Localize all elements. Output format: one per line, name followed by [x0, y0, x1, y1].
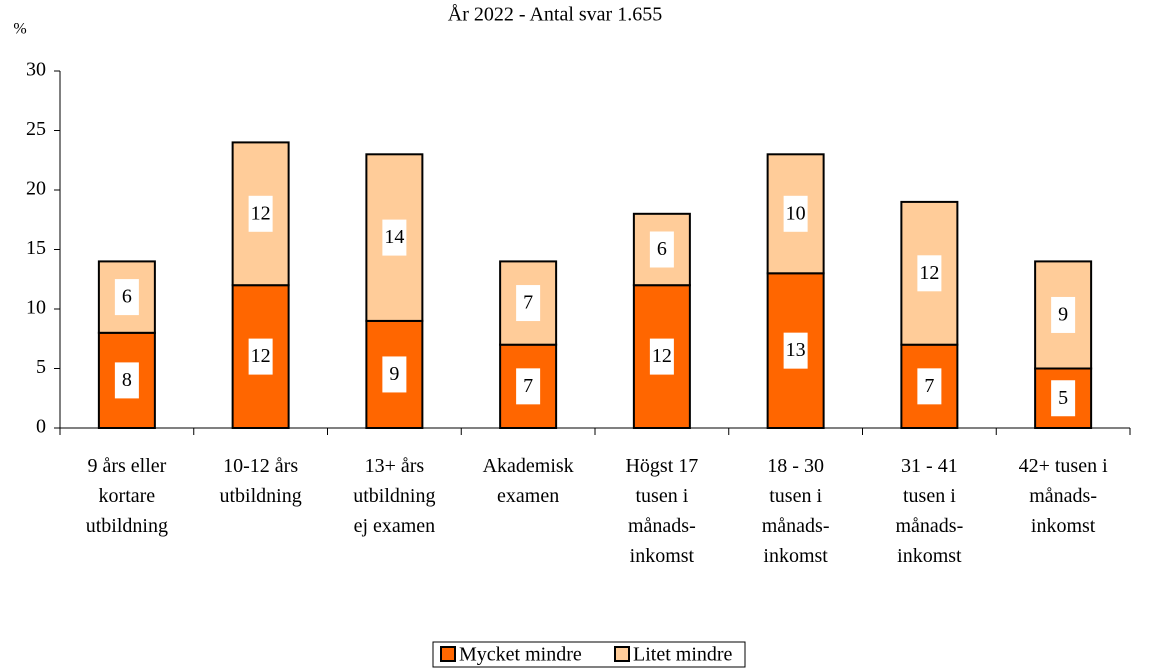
value-label-box [114, 362, 139, 399]
x-tick-label-line: tusen i [903, 485, 956, 507]
value-label: 12 [652, 345, 672, 367]
value-label-box [1051, 296, 1076, 333]
x-tick-label: 9 års eller kortare utbildning [86, 455, 168, 537]
y-tick-label: 0 [36, 416, 46, 438]
x-tick-label: 18 - 30 tusen i månads-inkomst [762, 455, 830, 567]
x-tick-label-line: 42+ tusen i [1019, 455, 1108, 477]
x-tick-label: 13+ års utbildning ej examen [353, 455, 435, 537]
legend-label: Litet mindre [633, 644, 733, 666]
value-label: 12 [919, 262, 939, 284]
x-tick-label-line: inkomst [630, 545, 695, 567]
x-tick-label-line: tusen i [769, 485, 822, 507]
x-tick-label-line: månads- [895, 515, 963, 537]
y-tick-label: 25 [26, 118, 46, 140]
value-label-box [783, 332, 808, 369]
x-tick-label: 42+ tusen i månads-inkomst [1019, 455, 1108, 537]
x-tick-label-line: utbildning [86, 515, 168, 537]
value-label: 5 [1058, 387, 1068, 409]
x-tick-label-line: ej examen [354, 515, 436, 537]
x-tick-label: Akademisk examen [483, 455, 574, 507]
value-label-box [114, 279, 139, 316]
x-tick-label-line: inkomst [897, 545, 962, 567]
y-tick-label: 10 [26, 297, 46, 319]
x-tick-label: Högst 17 tusen i månads-inkomst [625, 455, 698, 567]
value-label: 12 [251, 345, 271, 367]
value-label-box [382, 219, 407, 256]
value-label-box [649, 231, 674, 268]
y-tick-label: 30 [26, 59, 46, 81]
x-tick-label-line: Akademisk [483, 455, 574, 477]
value-label: 9 [389, 363, 399, 385]
x-tick-label-line: inkomst [1031, 515, 1096, 537]
y-tick-label: 20 [26, 178, 46, 200]
value-label: 10 [786, 202, 806, 224]
x-tick-label-line: månads- [628, 515, 696, 537]
x-tick-label-line: 9 års eller [87, 455, 166, 477]
value-label: 7 [924, 375, 934, 397]
value-label-box [516, 285, 541, 322]
value-label: 6 [122, 286, 132, 308]
value-label: 7 [523, 375, 533, 397]
value-label-box [382, 356, 407, 393]
x-tick-label-line: 31 - 41 [901, 455, 958, 477]
value-label-box [783, 195, 808, 232]
x-tick-label-line: utbildning [353, 485, 435, 507]
x-tick-label-line: examen [497, 485, 559, 507]
value-label: 9 [1058, 304, 1068, 326]
x-tick-label-line: månads- [762, 515, 830, 537]
value-label-box [248, 195, 273, 232]
value-label-box [649, 338, 674, 375]
value-label: 6 [657, 238, 667, 260]
legend-swatch [440, 646, 456, 662]
x-tick-label-line: tusen i [635, 485, 688, 507]
y-axis-label: % [13, 21, 26, 38]
chart-title: År 2022 - Antal svar 1.655 [448, 4, 662, 26]
y-tick-label: 5 [36, 356, 46, 378]
bar-segment [632, 212, 691, 287]
x-tick-label-line: månads- [1029, 485, 1097, 507]
legend-label: Mycket mindre [459, 644, 582, 666]
value-label-box [516, 368, 541, 405]
x-tick-label-line: Högst 17 [625, 455, 698, 477]
x-tick-label-line: utbildning [220, 485, 302, 507]
x-tick-label: 10-12 års utbildning [220, 455, 302, 507]
legend-frame [432, 641, 746, 668]
value-label: 12 [251, 202, 271, 224]
value-label: 13 [786, 339, 806, 361]
value-label: 7 [523, 292, 533, 314]
legend-swatch [614, 646, 630, 662]
x-tick-label-line: 10-12 års [223, 455, 298, 477]
x-tick-label-line: 18 - 30 [767, 455, 824, 477]
x-tick-label-line: kortare [99, 485, 156, 507]
value-label-box [917, 255, 942, 292]
value-label-box [1051, 380, 1076, 417]
y-tick-label: 15 [26, 237, 46, 259]
value-label-box [917, 368, 942, 405]
legend: Mycket mindre Litet mindre [432, 641, 746, 668]
value-label: 8 [122, 369, 132, 391]
value-label-box [248, 338, 273, 375]
x-tick-label-line: 13+ års [365, 455, 425, 477]
x-tick-label-line: inkomst [763, 545, 828, 567]
x-tick-label: 31 - 41 tusen i månads-inkomst [895, 455, 963, 567]
value-label: 14 [384, 226, 404, 248]
bar-segment [365, 319, 424, 429]
